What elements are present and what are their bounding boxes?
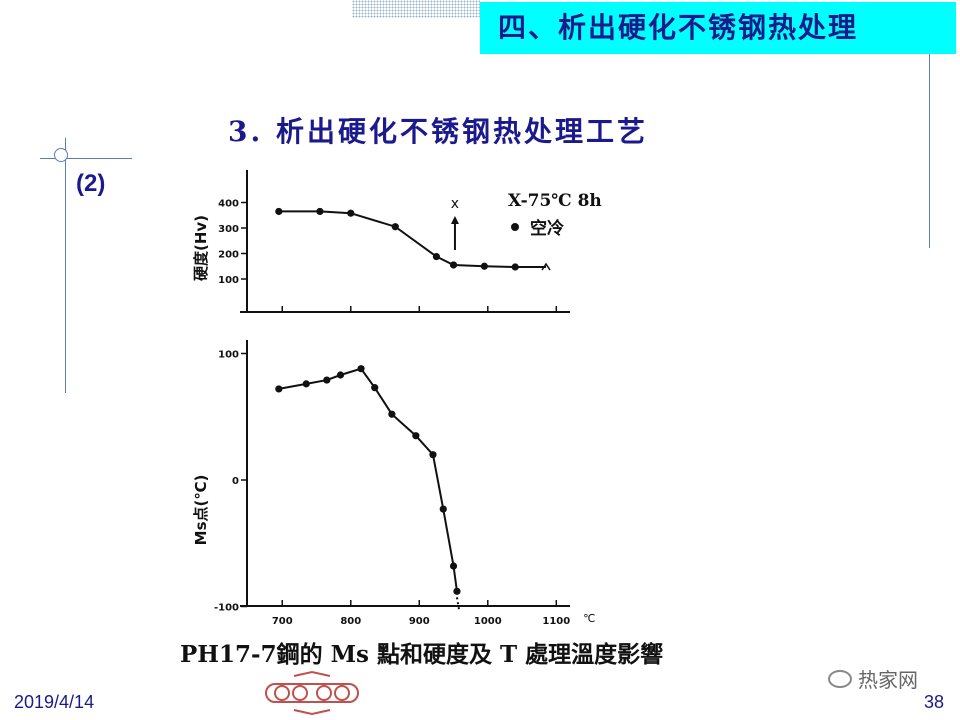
bottom-data-point [323, 376, 331, 384]
legend-arrow-label: X-75℃ 8h [508, 191, 602, 211]
bottom-y-axis-title: Ms点(℃) [192, 475, 210, 546]
annotation-arrow-x-marker: x [451, 196, 459, 212]
section-title: 四、析出硬化不锈钢热处理 [480, 2, 956, 54]
legend-dot-label: 空冷 [530, 218, 564, 239]
annotation-arrow-head [450, 216, 459, 224]
bottom-series-dotted-tail [455, 597, 460, 610]
top-data-point [449, 261, 458, 269]
bottom-x-tick-label: 800 [340, 616, 361, 627]
bottom-data-point [388, 410, 396, 418]
top-data-point [391, 223, 399, 231]
bottom-data-point [302, 380, 310, 388]
bottom-data-point [439, 505, 447, 513]
bottom-y-tick-label: -100 [214, 603, 239, 614]
bottom-x-tick-label: 1100 [542, 616, 570, 627]
legend-dot-marker [511, 223, 519, 231]
bottom-y-tick-label: 0 [232, 476, 239, 487]
top-data-point [316, 207, 324, 216]
bottom-x-tick-label: 900 [409, 616, 430, 627]
top-data-point [275, 207, 283, 216]
top-y-tick-label: 400 [218, 199, 239, 210]
bottom-data-point [412, 432, 420, 440]
slide-subtitle: 3. 析出硬化不锈钢热处理工艺 [228, 115, 648, 148]
bottom-data-point [453, 587, 461, 595]
bottom-data-point [336, 371, 345, 379]
x-unit-label: ℃ [583, 612, 595, 625]
page-number: 38 [924, 692, 945, 712]
bottom-data-point [429, 451, 437, 459]
chart-caption: PH17-7鋼的 Ms 點和硬度及 T 處理溫度影響 [180, 641, 663, 668]
bottom-y-tick-label: 100 [218, 350, 239, 361]
bottom-x-tick-label: 700 [272, 616, 293, 627]
bottom-data-point [357, 365, 365, 373]
deco-horizontal-line [40, 158, 132, 159]
right-rule-line [929, 54, 930, 248]
item-number: (2) [76, 170, 106, 197]
top-data-point [511, 263, 519, 271]
top-data-point [480, 262, 488, 270]
top-series-end-caret [541, 262, 551, 271]
top-data-point [347, 209, 355, 217]
school-logo [265, 670, 359, 716]
watermark: 热家网 [828, 664, 918, 693]
top-y-tick-label: 300 [218, 224, 239, 235]
bottom-data-point [371, 384, 379, 392]
bottom-data-point [449, 562, 458, 570]
top-y-tick-label: 100 [218, 275, 239, 286]
footer-date: 2019/4/14 [14, 692, 95, 712]
watermark-text: 热家网 [858, 668, 918, 692]
wechat-icon [828, 669, 852, 688]
top-data-point [432, 252, 441, 261]
bottom-data-point [275, 385, 283, 393]
top-y-tick-label: 200 [218, 250, 239, 261]
header-dither-pattern [352, 0, 480, 18]
bottom-series-line [278, 367, 458, 592]
top-series-line [278, 210, 547, 269]
deco-vertical-line [65, 138, 66, 393]
bottom-x-tick-label: 1000 [474, 616, 502, 627]
deco-ring [54, 148, 68, 162]
top-y-axis-title: 硬度(Hv) [192, 215, 210, 281]
